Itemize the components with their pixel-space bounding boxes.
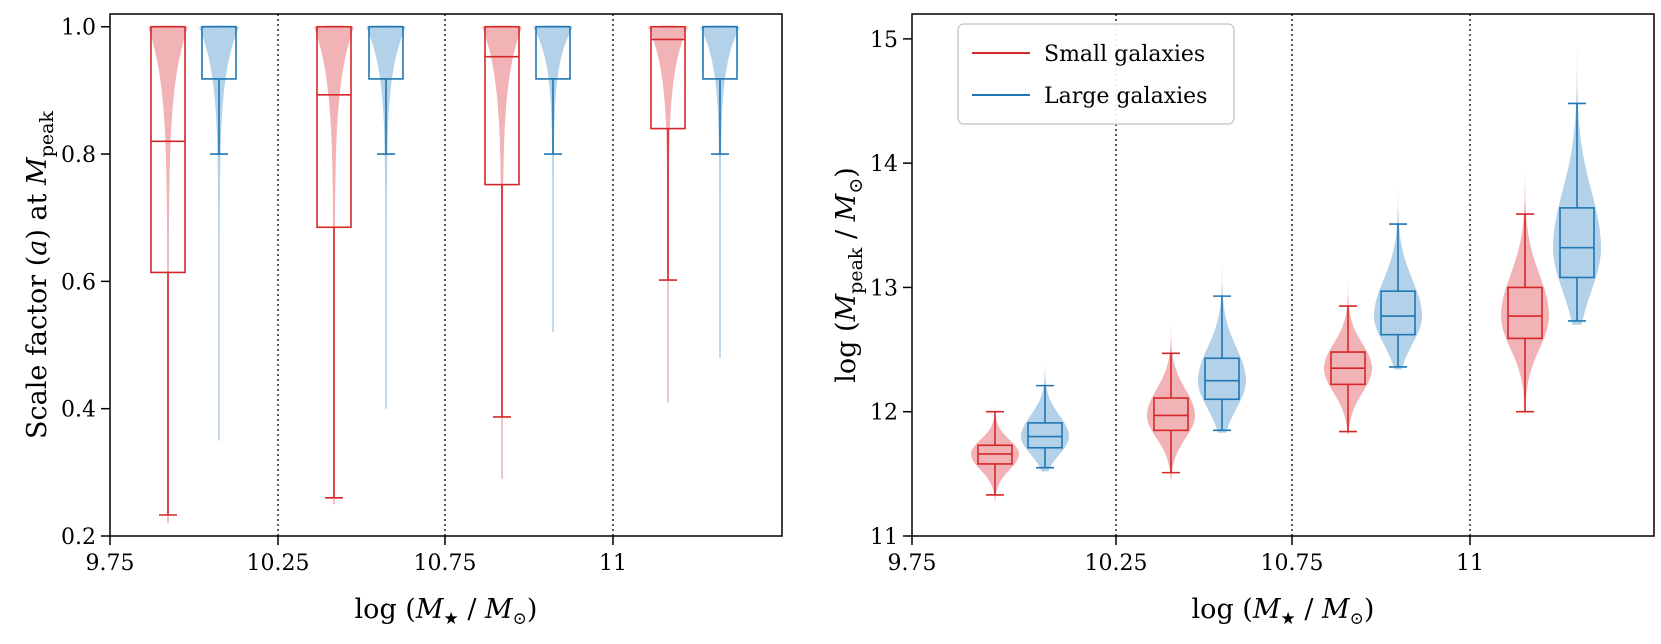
violin-large-4 [700,26,740,358]
boxplot-small-3-box [484,25,520,186]
boxplot-small-4-box [1507,286,1543,340]
y-tick-label-1: 0.4 [61,398,96,423]
x-tick-label-3: 11 [599,551,627,576]
y-tick-label-4: 1.0 [61,16,96,41]
legend-label-large: Large galaxies [1044,84,1207,109]
boxplot-small-2-box [316,25,352,229]
left-group-separators [277,14,614,536]
x-tick-label-1: 10.25 [1085,551,1148,576]
violin-large-2 [366,26,406,409]
boxplot-large-3-box [1380,290,1416,336]
x-tick-label-2: 10.75 [1261,551,1324,576]
left-panel: 0.2 0.4 0.6 0.8 1.0 9.75 10.25 10.75 11 log (M★ … [22,13,783,629]
right-boxplots [977,102,1595,496]
x-tick-label-0: 9.75 [86,551,135,576]
left-x-axis-label: log (M★ / M⊙) [355,594,538,629]
left-boxplots [150,25,738,516]
y-tick-label-0: 11 [870,525,898,550]
legend-frame [957,23,1235,125]
y-tick-label-3: 14 [870,152,898,177]
x-tick-label-1: 10.25 [247,551,310,576]
boxplot-small-1-box [150,25,186,274]
x-tick-label-3: 11 [1456,551,1484,576]
right-y-axis-label: log (Mpeak / M⊙) [831,167,867,383]
boxplot-large-4-box [1559,207,1595,279]
boxplot-large-2-box [1204,357,1240,401]
left-axis-ticks: 0.2 0.4 0.6 0.8 1.0 9.75 10.25 10.75 11 [61,16,627,576]
y-tick-label-2: 13 [870,276,898,301]
legend: Small galaxies Large galaxies [957,23,1235,125]
x-tick-label-2: 10.75 [414,551,477,576]
violin-large-1 [199,26,239,441]
boxplot-small-2-box [1153,397,1189,432]
x-tick-label-0: 9.75 [888,551,937,576]
y-tick-label-0: 0.2 [61,525,96,550]
y-tick-label-3: 0.8 [61,143,96,168]
boxplot-large-1-box [1027,422,1063,449]
right-plot-frame [911,13,1655,537]
legend-label-small: Small galaxies [1044,42,1205,67]
y-tick-label-2: 0.6 [61,270,96,295]
violin-large-3 [533,26,573,333]
right-panel: 11 12 13 14 15 9.75 10.25 10.75 11 log (M★ / M⊙)… [831,13,1655,629]
left-y-axis-label: Scale factor (a) at Mpeak [22,111,58,439]
right-axis-ticks: 11 12 13 14 15 9.75 10.25 10.75 11 [870,28,1484,576]
right-x-axis-label: log (M★ / M⊙) [1192,594,1375,629]
y-tick-label-4: 15 [870,28,898,53]
y-tick-label-1: 12 [870,401,898,426]
boxplot-small-4-box [650,25,686,130]
left-plot-frame [109,13,783,537]
